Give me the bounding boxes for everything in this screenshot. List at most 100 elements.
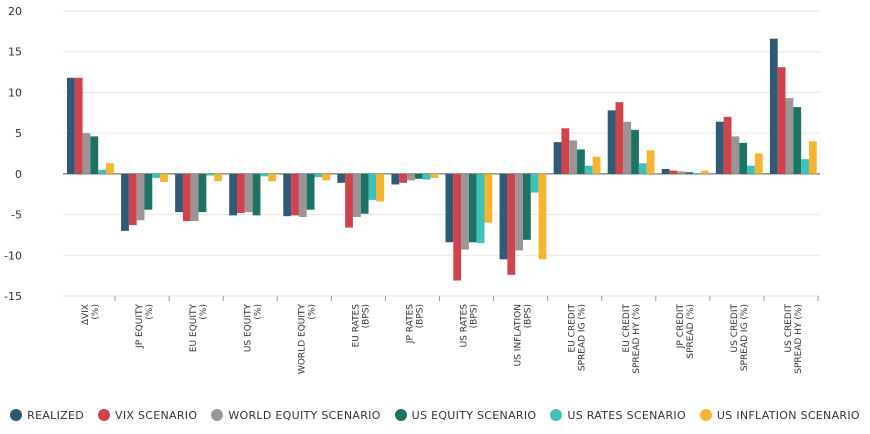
bar xyxy=(376,173,385,202)
x-category-label: WORLD EQUITY(%) xyxy=(297,304,317,375)
bar xyxy=(453,173,462,281)
bar xyxy=(98,169,106,174)
bar xyxy=(484,173,493,223)
x-category-label-line: US INFLATION xyxy=(514,304,524,366)
x-category-label: US EQUITY(%) xyxy=(243,304,263,353)
bar xyxy=(198,173,207,213)
bar xyxy=(754,153,763,174)
legend-label: WORLD EQUITY SCENARIO xyxy=(228,408,381,422)
legend-item: US INFLATION SCENARIO xyxy=(699,409,860,422)
bar xyxy=(515,173,523,251)
x-category-label-line: US CREDIT xyxy=(730,303,740,352)
legend-item: US RATES SCENARIO xyxy=(550,409,686,422)
x-category-label: EU CREDITSPREAD IG (%) xyxy=(568,304,588,372)
x-category-label-line: ΔVIX xyxy=(81,304,91,325)
y-tick-label: 10 xyxy=(8,86,22,99)
bar xyxy=(106,163,114,174)
bar xyxy=(74,77,83,174)
x-category-label-line: (%) xyxy=(307,304,317,320)
bar xyxy=(677,171,686,174)
bar xyxy=(715,121,724,174)
bar xyxy=(352,173,361,218)
y-tick-label: 0 xyxy=(15,168,22,181)
x-category-label: EU CREDITSPREAD HY (%) xyxy=(622,304,642,374)
bar xyxy=(723,116,732,174)
bar xyxy=(283,173,292,217)
bar xyxy=(631,129,639,174)
bar xyxy=(569,140,578,174)
bar xyxy=(661,168,670,174)
x-category-label-line: EU RATES xyxy=(351,304,361,348)
bar xyxy=(769,38,778,174)
x-category-label: EU EQUITY(%) xyxy=(189,304,209,353)
bar xyxy=(144,173,153,210)
grid-layer xyxy=(63,10,820,297)
bar xyxy=(298,173,307,218)
bar xyxy=(777,67,786,174)
bar xyxy=(607,110,616,174)
bar xyxy=(561,128,570,174)
legend-swatch xyxy=(550,409,563,421)
bar xyxy=(67,77,75,174)
bar xyxy=(136,173,145,221)
bar xyxy=(685,172,693,174)
x-category-label-line: WORLD EQUITY xyxy=(297,304,307,375)
bar xyxy=(82,133,91,174)
x-category-label-line: (%) xyxy=(145,304,155,320)
x-category-label: JP RATES(BPS) xyxy=(405,304,425,344)
bar xyxy=(190,173,199,222)
x-category-label-line: (%) xyxy=(199,304,209,320)
bar xyxy=(260,173,269,177)
x-category-label-line: (BPS) xyxy=(470,304,480,328)
bar xyxy=(337,173,346,183)
bar xyxy=(306,173,315,210)
legend-swatch xyxy=(98,409,110,421)
bar xyxy=(214,173,222,182)
bar xyxy=(461,173,469,250)
x-category-label-line: EU EQUITY xyxy=(189,304,199,353)
bar xyxy=(399,173,408,183)
bar xyxy=(360,173,369,214)
bar xyxy=(499,173,508,260)
bar xyxy=(422,173,431,180)
x-category-label-line: (%) xyxy=(91,304,101,320)
x-category-label-line: SPREAD IG (%) xyxy=(578,304,588,371)
bar xyxy=(785,98,794,174)
bars-layer xyxy=(67,38,817,281)
bar xyxy=(808,141,817,174)
x-category-label-line: SPREAD HY (%) xyxy=(794,304,804,374)
y-tick-label: 15 xyxy=(8,46,22,59)
x-category-label: ΔVIX(%) xyxy=(81,304,101,325)
legend: REALIZED VIX SCENARIO WORLD EQUITY SCENARI… xyxy=(0,400,870,430)
legend-swatch xyxy=(394,409,407,421)
bar xyxy=(430,173,439,178)
legend-swatch xyxy=(211,409,224,421)
x-category-label-line: SPREAD IG (%) xyxy=(740,304,750,371)
bar xyxy=(530,173,539,193)
x-category-label-line: (BPS) xyxy=(361,304,371,328)
bar xyxy=(152,173,161,178)
bar xyxy=(128,173,137,226)
bar xyxy=(206,173,215,176)
x-category-label-line: (BPS) xyxy=(524,304,534,328)
bar xyxy=(700,170,709,174)
legend-label: VIX SCENARIO xyxy=(115,408,198,422)
bar xyxy=(175,173,183,213)
bar xyxy=(623,121,632,174)
bar xyxy=(182,173,191,222)
bar xyxy=(793,107,802,174)
bar xyxy=(538,173,547,260)
chart-area: 20 15 10 5 0 -5 -10 -15 ΔVIX(%) JP EQUITY(%) EU EQ… xyxy=(4,5,820,375)
bar xyxy=(391,173,400,185)
bar xyxy=(90,136,99,174)
bar xyxy=(577,149,585,174)
x-category-label: US CREDITSPREAD HY (%) xyxy=(784,303,804,373)
legend-item: WORLD EQUITY SCENARIO xyxy=(211,409,380,422)
bar xyxy=(592,156,601,174)
bar xyxy=(368,173,377,200)
bar xyxy=(747,165,755,174)
x-category-label: US CREDITSPREAD IG (%) xyxy=(730,303,750,371)
bar xyxy=(445,173,454,243)
